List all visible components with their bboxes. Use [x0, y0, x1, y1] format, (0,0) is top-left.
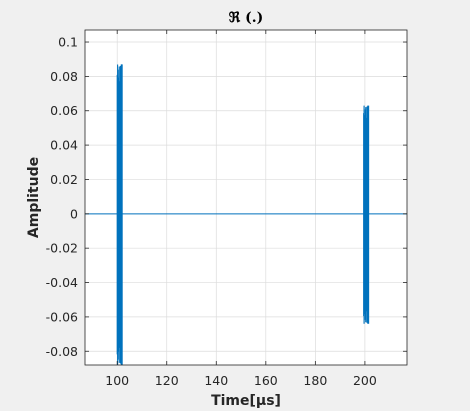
y-tick-label: 0.08: [50, 69, 78, 84]
y-tick-label: 0.06: [50, 103, 78, 118]
y-tick-label: 0.04: [50, 138, 78, 153]
x-tick-label: 140: [204, 373, 228, 388]
x-tick-label: 160: [254, 373, 278, 388]
y-axis-label: Amplitude: [26, 157, 42, 238]
x-tick-label: 100: [105, 373, 129, 388]
axes-box: [84, 29, 408, 366]
chart-title: ℜ (.): [229, 10, 263, 26]
y-tick-label: 0.1: [58, 35, 78, 50]
x-tick-label: 180: [303, 373, 327, 388]
y-tick-label: -0.08: [46, 344, 78, 359]
y-tick-label: 0.02: [50, 172, 78, 187]
y-tick-label: -0.04: [46, 275, 78, 290]
ticks: 100 120 140 160 180 200 0.1 0.08 0.06 0.04 0.02 0 -0…: [46, 30, 407, 388]
x-tick-label: 120: [155, 373, 179, 388]
x-axis-label: Time[μs]: [211, 393, 281, 409]
y-tick-label: 0: [70, 206, 78, 221]
data-layer: [85, 64, 407, 365]
y-tick-label: -0.06: [46, 309, 78, 324]
plot-area: [85, 30, 407, 365]
y-tick-label: -0.02: [46, 241, 78, 256]
x-tick-label: 200: [353, 373, 377, 388]
